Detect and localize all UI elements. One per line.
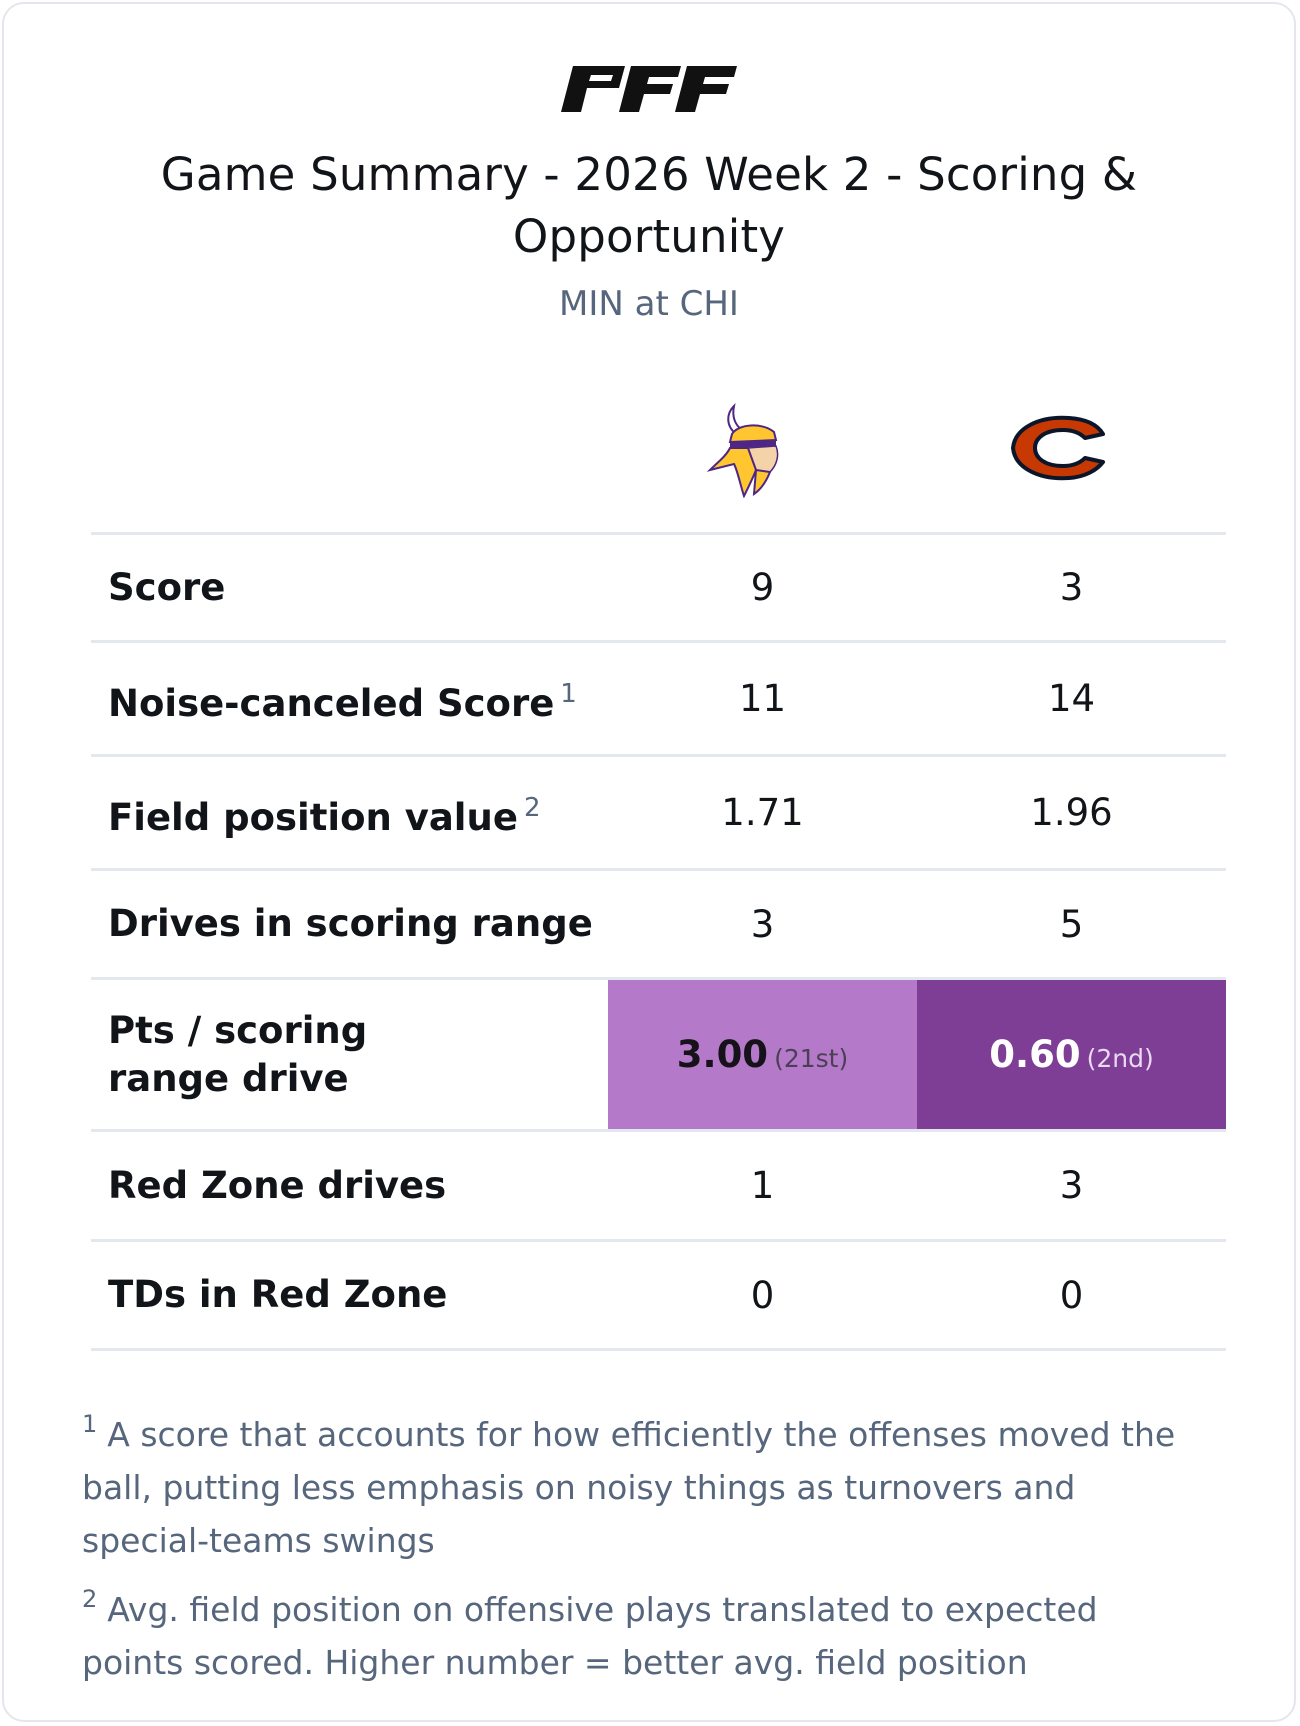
home-value: 14 <box>917 640 1226 756</box>
row-label: Noise-canceled Score 1 <box>91 640 608 756</box>
table-row: Drives in scoring range 3 5 <box>91 868 1226 979</box>
home-value-highlight: 0.60 (2nd) <box>917 977 1226 1131</box>
table-row: Score 9 3 <box>91 532 1226 642</box>
footnote-marker: 2 <box>523 792 541 823</box>
row-label: TDs in Red Zone <box>91 1239 608 1351</box>
away-value-highlight: 3.00 (21st) <box>608 977 917 1131</box>
row-label: Drives in scoring range <box>91 868 608 979</box>
vikings-logo <box>694 399 804 499</box>
matchup-subtitle: MIN at CHI <box>559 284 739 324</box>
page-title: Game Summary - 2026 Week 2 - Scoring & O… <box>160 148 1138 263</box>
away-value: 3 <box>608 868 917 979</box>
away-value: 0 <box>608 1239 917 1351</box>
row-label: Pts / scoring range drive <box>91 977 608 1131</box>
stats-table: Score 9 3 Noise-canceled Score 1 11 14 Fi… <box>91 532 1226 1351</box>
footnote-2: 2 Avg. field position on offensive plays … <box>82 1585 1098 1682</box>
bears-logo <box>1004 399 1114 499</box>
table-row: Red Zone drives 1 3 <box>91 1129 1226 1241</box>
home-value: 1.96 <box>917 754 1226 870</box>
away-value: 1.71 <box>608 754 917 870</box>
footnote-marker: 1 <box>560 678 577 709</box>
table-row: TDs in Red Zone 0 0 <box>91 1239 1226 1351</box>
home-value: 3 <box>917 532 1226 642</box>
table-row: Noise-canceled Score 1 11 14 <box>91 640 1226 756</box>
table-row: Field position value 2 1.71 1.96 <box>91 754 1226 870</box>
home-value: 5 <box>917 868 1226 979</box>
row-label: Field position value 2 <box>91 754 608 870</box>
rank-badge: (21st) <box>774 1044 849 1073</box>
pff-logo <box>4 66 1294 112</box>
rank-badge: (2nd) <box>1086 1044 1154 1073</box>
away-value: 1 <box>608 1129 917 1241</box>
row-label: Red Zone drives <box>91 1129 608 1241</box>
away-value: 9 <box>608 532 917 642</box>
home-value: 3 <box>917 1129 1226 1241</box>
row-label: Score <box>91 532 608 642</box>
footnote-marker: 1 <box>82 1410 98 1438</box>
away-value: 11 <box>608 640 917 756</box>
footnote-marker: 2 <box>82 1585 98 1613</box>
table-row: Pts / scoring range drive 3.00 (21st) 0.6… <box>91 977 1226 1131</box>
home-value: 0 <box>917 1239 1226 1351</box>
